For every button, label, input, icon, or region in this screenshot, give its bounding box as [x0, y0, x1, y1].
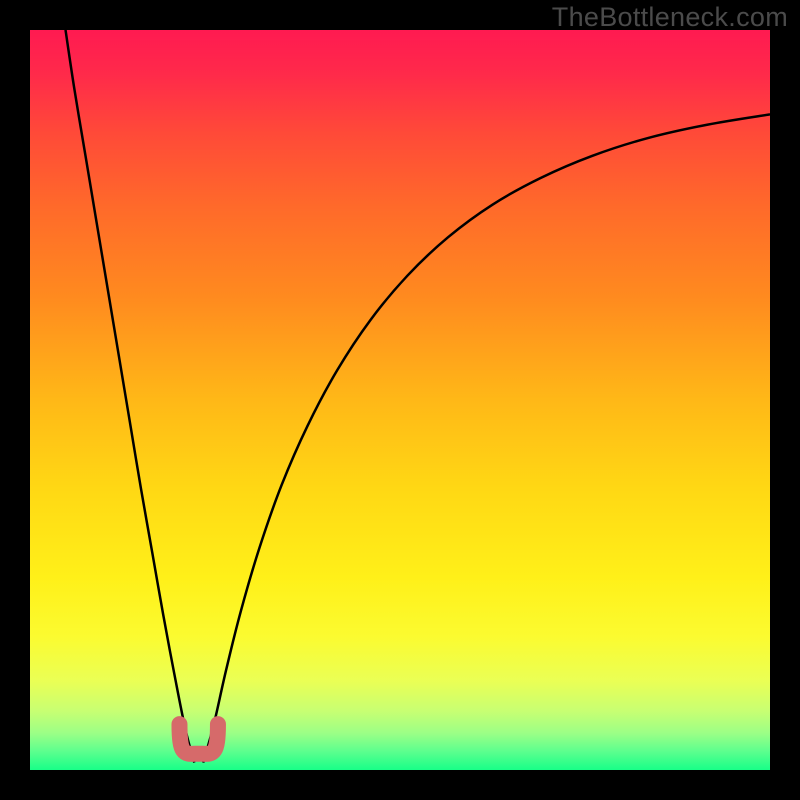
chart-background [30, 30, 770, 770]
watermark-text: TheBottleneck.com [552, 2, 788, 33]
chart-frame: TheBottleneck.com [0, 0, 800, 800]
bottleneck-chart [0, 0, 800, 800]
